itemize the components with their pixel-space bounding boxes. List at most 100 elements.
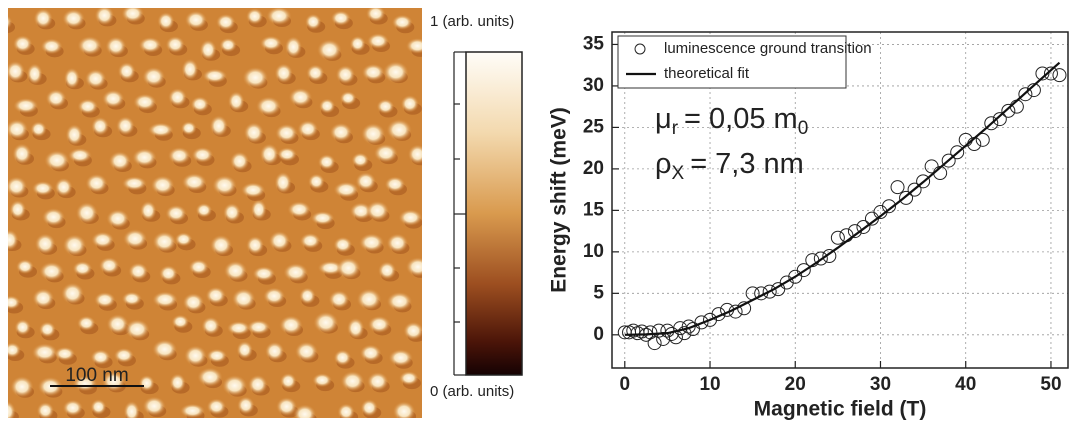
y-tick-label: 15 <box>583 199 605 220</box>
afm-dot <box>41 208 66 227</box>
y-tick-label: 5 <box>593 282 604 303</box>
afm-dot <box>12 143 32 165</box>
data-point <box>634 324 649 339</box>
afm-dot <box>405 257 422 277</box>
afm-dot <box>337 403 355 418</box>
afm-dot <box>33 8 53 29</box>
afm-dot <box>63 67 81 89</box>
afm-dot <box>169 373 186 392</box>
afm-dot <box>188 259 209 275</box>
afm-dot <box>242 66 269 89</box>
afm-dot <box>62 234 87 257</box>
data-point <box>626 323 641 338</box>
legend-box <box>617 35 847 89</box>
afm-dot <box>310 211 335 226</box>
data-point <box>890 180 905 195</box>
afm-dot <box>202 68 228 84</box>
y-tick-label: 30 <box>583 75 604 96</box>
afm-dot <box>279 372 297 390</box>
afm-dot <box>212 175 237 196</box>
annotation-symbol: ρ <box>655 148 672 180</box>
afm-dot <box>297 120 319 139</box>
afm-dot <box>106 314 129 335</box>
afm-dot <box>65 124 84 146</box>
afm-dot <box>329 122 353 142</box>
afm-dot <box>367 315 391 334</box>
afm-dot <box>152 291 178 308</box>
data-point <box>992 112 1007 127</box>
afm-dot <box>346 317 365 339</box>
afm-dot <box>279 315 303 335</box>
afm-dot <box>313 311 339 334</box>
afm-dot <box>8 15 13 29</box>
afm-dot <box>400 94 420 113</box>
afm-dot <box>359 344 382 362</box>
afm-dot <box>403 321 422 341</box>
afm-dot <box>349 35 366 52</box>
afm-dot <box>373 143 398 163</box>
afm-dot <box>398 370 419 386</box>
afm-dot <box>276 397 298 417</box>
afm-dot <box>264 341 285 361</box>
colorbar <box>465 51 523 376</box>
annotation: μr = 0,05 m0 <box>655 103 808 139</box>
afm-dot <box>328 290 350 309</box>
annotation-subscript: X <box>672 163 685 184</box>
afm-dot <box>174 232 193 247</box>
afm-dot <box>333 236 353 253</box>
afm-dot <box>377 261 397 280</box>
x-tick-label: 40 <box>955 374 976 395</box>
afm-dot <box>226 321 251 336</box>
afm-dot <box>199 39 217 61</box>
afm-dot <box>121 8 145 23</box>
afm-dot <box>340 370 365 392</box>
chart: 0 10 20 30 40 50 0 5 10 15 20 25 30 35 Magnetic field … <box>548 31 1069 421</box>
afm-dot <box>8 400 16 418</box>
afm-dot <box>67 147 92 163</box>
data-point <box>1035 66 1050 81</box>
afm-dot <box>72 375 98 392</box>
afm-dot <box>180 121 197 136</box>
x-tick-label: 0 <box>619 374 630 395</box>
data-point <box>975 132 990 147</box>
afm-dot <box>231 288 256 310</box>
afm-dot <box>197 367 223 387</box>
afm-dot <box>206 398 227 415</box>
y-tick-label: 0 <box>593 324 604 345</box>
afm-dot <box>121 176 147 191</box>
data-point <box>677 326 692 341</box>
afm-dot <box>121 291 143 306</box>
afm-dot <box>76 315 96 331</box>
annotation: ρX = 7,3 nm <box>655 148 804 184</box>
afm-dot <box>259 143 279 165</box>
y-tick-label: 20 <box>583 158 604 179</box>
afm-dot <box>128 262 149 281</box>
annotation-text: = 7,3 nm <box>690 148 804 180</box>
afm-dot <box>294 341 319 362</box>
afm-dot <box>392 401 416 418</box>
afm-dot <box>165 204 187 222</box>
y-tick-label: 10 <box>583 241 604 262</box>
afm-dot <box>36 401 55 418</box>
afm-dot <box>284 36 303 58</box>
afm-dot <box>44 150 70 171</box>
afm-dot <box>209 115 228 137</box>
afm-dot <box>333 181 359 198</box>
afm-dot <box>293 404 317 418</box>
afm-dot <box>366 371 389 391</box>
data-point <box>882 199 897 214</box>
y-axis-title: Energy shift (meV) <box>548 107 571 293</box>
fit-line <box>624 61 1061 336</box>
afm-dot <box>355 172 377 191</box>
afm-dot <box>26 63 43 85</box>
afm-dot <box>335 65 356 85</box>
afm-dot <box>304 13 322 30</box>
afm-dot <box>288 87 313 107</box>
data-point <box>647 336 662 351</box>
afm-dot <box>376 98 395 114</box>
afm-dot <box>12 35 33 53</box>
afm-dot <box>274 63 293 84</box>
afm-dot <box>159 265 178 282</box>
afm-dot <box>40 38 63 55</box>
